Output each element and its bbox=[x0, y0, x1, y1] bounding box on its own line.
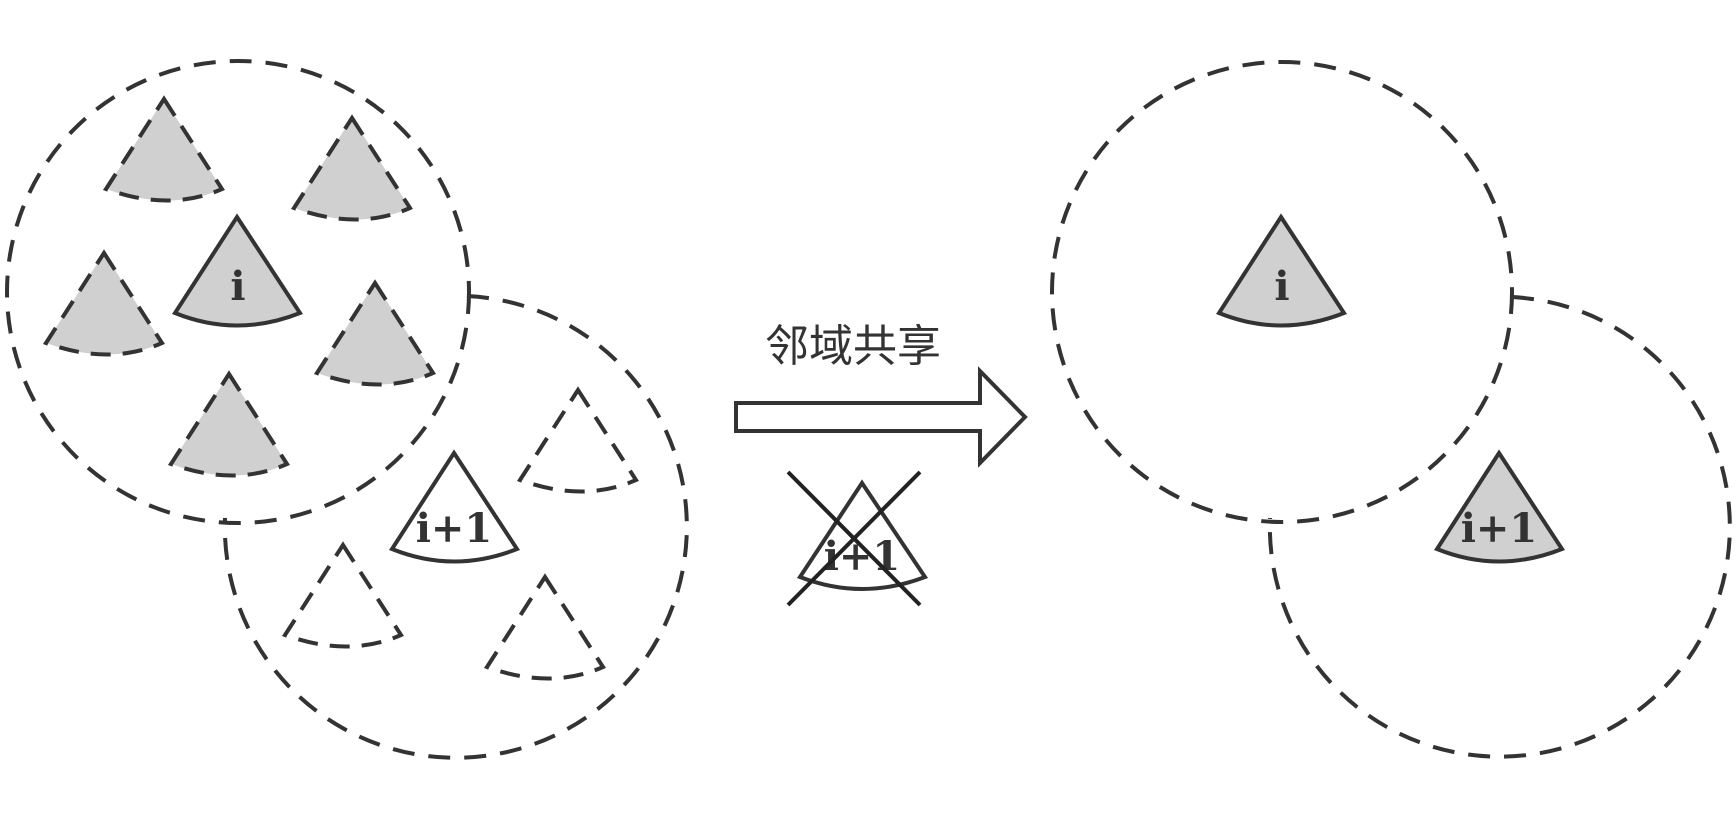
right-arrow-icon bbox=[736, 371, 1025, 463]
left-panel: i i+1 bbox=[7, 61, 687, 758]
arrow-caption: 邻域共享 bbox=[765, 321, 941, 372]
neighbor-agent-empty bbox=[487, 577, 603, 679]
agent-i-label: i bbox=[230, 263, 245, 310]
neighbor-agent-shaded bbox=[46, 253, 162, 355]
neighbor-agent-empty bbox=[285, 545, 401, 647]
agent-i-label: i bbox=[1274, 263, 1289, 310]
transition: 邻域共享 i+1 bbox=[736, 321, 1025, 605]
neighbor-agent-shaded bbox=[171, 374, 287, 476]
neighbor-agent-shaded bbox=[317, 283, 433, 385]
right-panel: i i+1 bbox=[1052, 62, 1730, 757]
agent-i+1-label: i+1 bbox=[1461, 505, 1538, 552]
neighbor-agent-shaded bbox=[294, 118, 410, 220]
agent-i+1-label: i+1 bbox=[416, 505, 493, 552]
neighbor-agent-shaded bbox=[106, 99, 222, 201]
neighbor-agent-empty bbox=[520, 390, 636, 492]
